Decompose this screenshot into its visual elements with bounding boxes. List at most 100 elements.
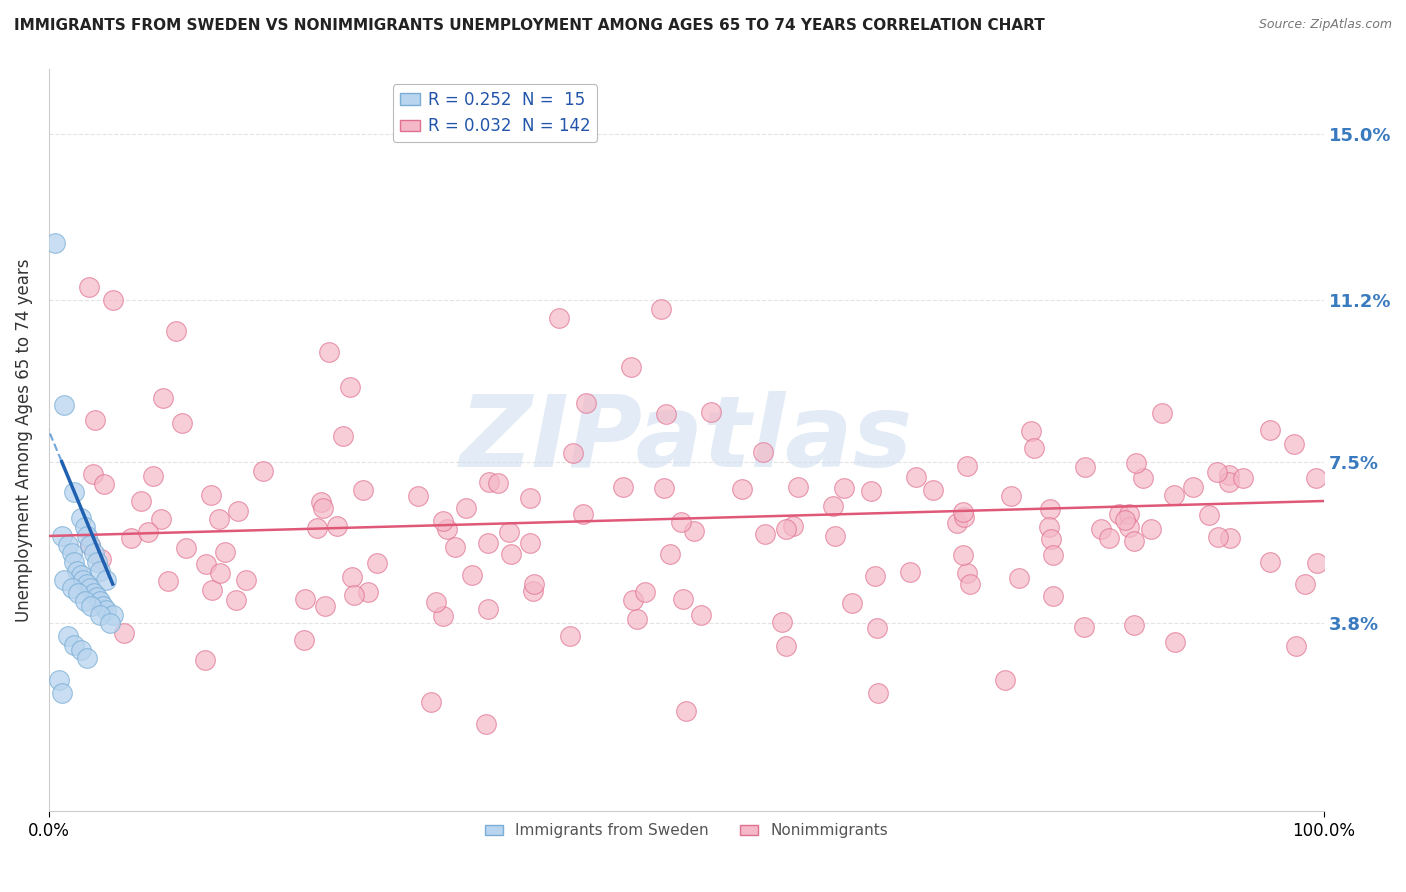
Point	[956, 566, 979, 580]
Point	[1205, 465, 1227, 479]
Point	[1042, 589, 1064, 603]
Point	[60, 546, 83, 560]
Point	[1305, 557, 1327, 571]
Point	[454, 501, 477, 516]
Point	[1258, 423, 1281, 437]
Point	[432, 608, 454, 623]
Point	[499, 548, 522, 562]
Point	[683, 524, 706, 538]
Point	[51, 686, 73, 700]
Point	[547, 310, 569, 325]
Point	[69, 568, 91, 582]
Point	[1285, 640, 1308, 654]
Point	[79, 582, 101, 596]
Point	[1258, 556, 1281, 570]
Point	[60, 582, 83, 596]
Point	[79, 538, 101, 552]
Point	[332, 429, 354, 443]
Point	[478, 475, 501, 489]
Point	[101, 607, 124, 622]
Point	[477, 536, 499, 550]
Point	[193, 653, 215, 667]
Point	[994, 673, 1017, 687]
Point	[1305, 471, 1327, 485]
Point	[136, 524, 159, 539]
Point	[294, 591, 316, 606]
Point	[83, 546, 105, 560]
Point	[194, 557, 217, 571]
Point	[309, 494, 332, 508]
Point	[650, 301, 672, 316]
Point	[1114, 513, 1136, 527]
Point	[1294, 576, 1316, 591]
Point	[292, 633, 315, 648]
Point	[752, 444, 775, 458]
Point	[859, 483, 882, 498]
Point	[1219, 531, 1241, 545]
Point	[432, 514, 454, 528]
Point	[1108, 507, 1130, 521]
Y-axis label: Unemployment Among Ages 65 to 74 years: Unemployment Among Ages 65 to 74 years	[15, 258, 32, 622]
Point	[157, 574, 180, 589]
Point	[519, 535, 541, 549]
Point	[53, 573, 76, 587]
Point	[824, 529, 846, 543]
Point	[76, 651, 98, 665]
Point	[1042, 548, 1064, 562]
Point	[1118, 507, 1140, 521]
Point	[945, 516, 967, 530]
Point	[675, 704, 697, 718]
Point	[634, 585, 657, 599]
Point	[93, 477, 115, 491]
Point	[200, 488, 222, 502]
Point	[621, 593, 644, 607]
Point	[152, 391, 174, 405]
Point	[90, 552, 112, 566]
Point	[863, 569, 886, 583]
Point	[1090, 522, 1112, 536]
Point	[72, 573, 94, 587]
Point	[129, 494, 152, 508]
Point	[89, 564, 111, 578]
Point	[340, 570, 363, 584]
Point	[80, 599, 103, 613]
Point	[425, 595, 447, 609]
Point	[841, 596, 863, 610]
Point	[339, 380, 361, 394]
Point	[866, 686, 889, 700]
Point	[63, 485, 86, 500]
Point	[76, 529, 98, 543]
Point	[420, 695, 443, 709]
Point	[1206, 530, 1229, 544]
Point	[69, 642, 91, 657]
Point	[1008, 571, 1031, 585]
Point	[952, 548, 974, 562]
Point	[959, 576, 981, 591]
Point	[53, 398, 76, 412]
Point	[91, 599, 114, 613]
Point	[1021, 424, 1043, 438]
Point	[73, 520, 96, 534]
Point	[120, 532, 142, 546]
Point	[1039, 532, 1062, 546]
Point	[443, 540, 465, 554]
Point	[700, 405, 723, 419]
Point	[76, 577, 98, 591]
Point	[952, 505, 974, 519]
Point	[1123, 534, 1146, 549]
Point	[89, 594, 111, 608]
Point	[754, 527, 776, 541]
Point	[770, 615, 793, 629]
Point	[1073, 620, 1095, 634]
Point	[782, 518, 804, 533]
Point	[1218, 467, 1240, 482]
Point	[312, 501, 335, 516]
Point	[252, 464, 274, 478]
Point	[56, 629, 79, 643]
Point	[775, 522, 797, 536]
Point	[1163, 488, 1185, 502]
Point	[89, 607, 111, 622]
Point	[406, 489, 429, 503]
Point	[98, 616, 121, 631]
Point	[86, 590, 108, 604]
